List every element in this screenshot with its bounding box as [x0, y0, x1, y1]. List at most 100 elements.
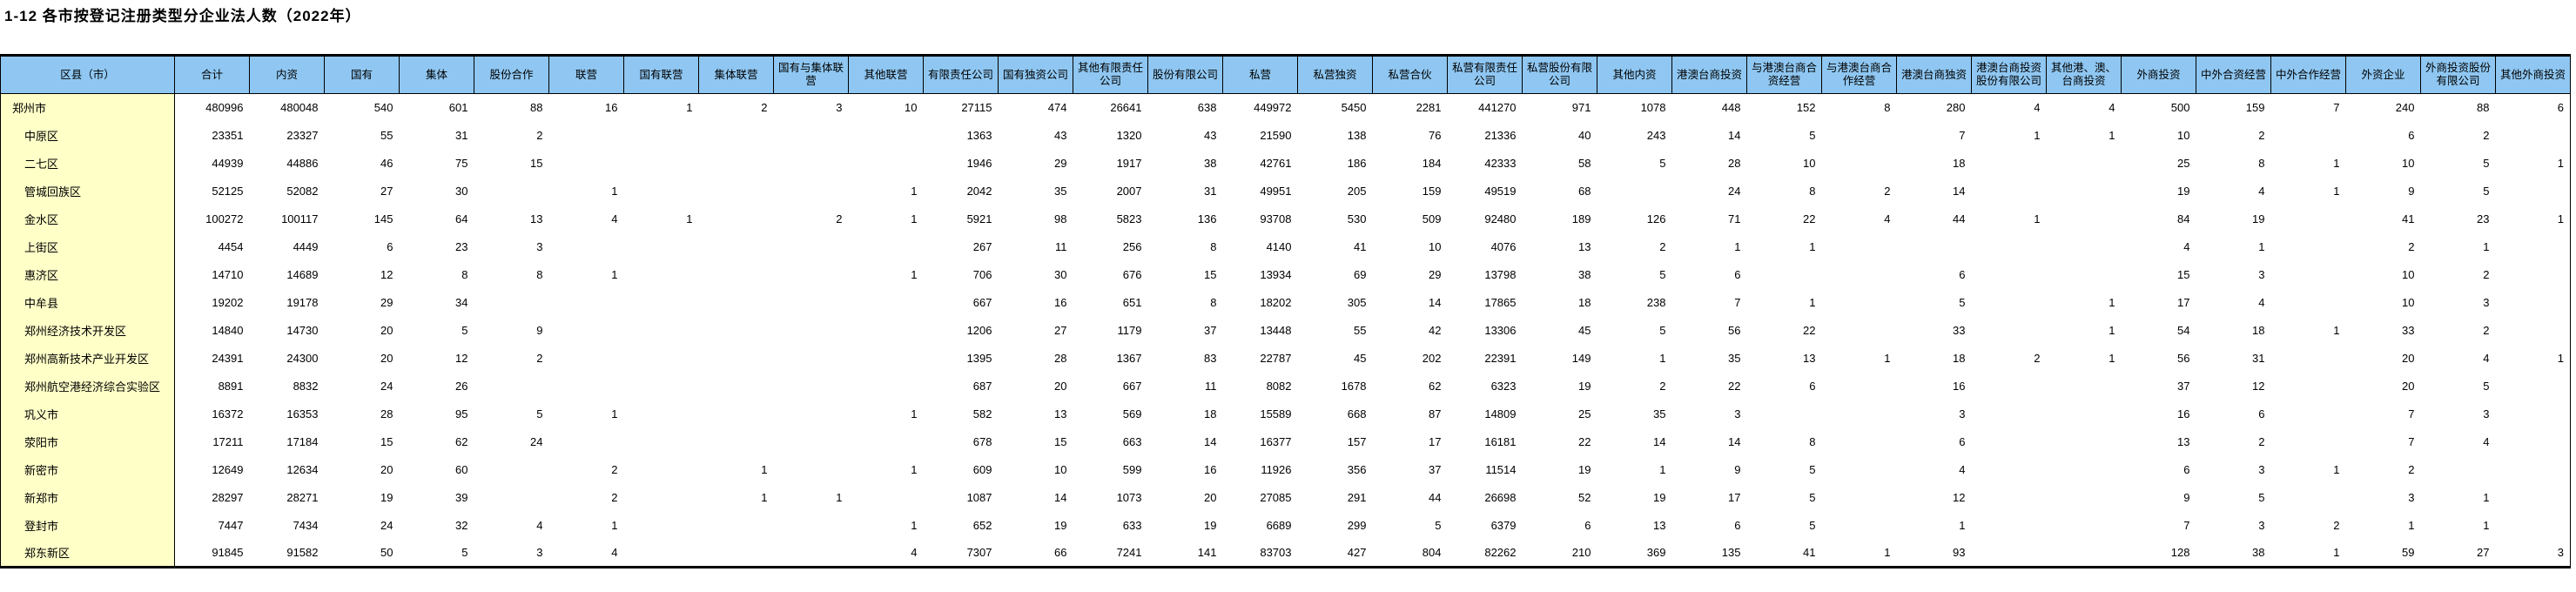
data-cell	[624, 400, 699, 428]
data-cell: 1	[2408, 519, 2415, 532]
page-title: 1-12 各市按登记注册类型分企业法人数（2022年）	[4, 8, 361, 24]
data-cell: 23	[455, 240, 468, 253]
data-cell: 14	[1728, 435, 1741, 448]
row-label: 金水区	[0, 205, 175, 233]
data-cell	[474, 178, 549, 205]
data-cell: 652	[972, 519, 992, 532]
data-cell: 13	[2177, 435, 2190, 448]
data-cell	[699, 205, 774, 233]
data-cell: 3	[2483, 296, 2490, 309]
data-cell	[774, 178, 849, 205]
data-cell: 12649	[212, 463, 244, 476]
data-cell: 21336	[1484, 129, 1517, 142]
data-cell: 18202	[1260, 296, 1292, 309]
data-cell: 7	[2183, 519, 2190, 532]
column-header: 港澳台商独资	[1896, 55, 1972, 94]
data-cell: 427	[1347, 546, 1367, 560]
data-cell: 474	[1047, 101, 1067, 115]
data-cell: 14	[1653, 435, 1666, 448]
data-cell: 152	[1796, 101, 1816, 115]
data-cell	[1822, 122, 1897, 150]
data-cell	[2496, 261, 2571, 289]
data-cell	[549, 317, 624, 345]
data-cell: 667	[1122, 380, 1142, 393]
data-cell: 5	[1959, 296, 1966, 309]
data-cell: 88	[2477, 101, 2490, 115]
data-cell: 145	[373, 212, 393, 225]
column-header: 与港澳台商合作经营	[1821, 55, 1897, 94]
data-cell: 42333	[1484, 157, 1517, 170]
data-cell	[1972, 540, 2047, 568]
data-cell: 1	[911, 407, 918, 420]
data-cell: 243	[1646, 129, 1666, 142]
data-cell: 7307	[966, 546, 992, 560]
data-cell: 7241	[1116, 546, 1142, 560]
data-cell: 1363	[966, 129, 992, 142]
data-cell: 40	[1578, 129, 1591, 142]
data-cell	[2496, 317, 2571, 345]
column-header: 有限责任公司	[923, 55, 999, 94]
column-header-region: 区县（市）	[0, 55, 175, 94]
data-cell: 3	[2557, 546, 2564, 560]
data-cell: 10	[2402, 296, 2415, 309]
data-cell	[2047, 205, 2122, 233]
data-cell: 14840	[212, 324, 244, 337]
data-cell: 42	[1429, 324, 1442, 337]
data-cell: 5	[1809, 463, 1816, 476]
data-cell: 41	[1354, 240, 1367, 253]
data-cell: 28	[1054, 352, 1067, 365]
data-cell	[2271, 373, 2346, 400]
data-cell	[2047, 428, 2122, 456]
data-cell	[624, 122, 699, 150]
data-cell	[1822, 289, 1897, 317]
data-cell	[699, 261, 774, 289]
data-cell: 5	[1435, 519, 1442, 532]
data-cell: 4	[2483, 352, 2490, 365]
data-cell: 238	[1646, 296, 1666, 309]
data-cell: 4	[2258, 296, 2265, 309]
data-cell: 601	[448, 101, 468, 115]
data-cell: 2	[611, 491, 618, 504]
data-cell: 205	[1347, 185, 1367, 198]
data-cell: 267	[972, 240, 992, 253]
data-cell: 2	[2258, 129, 2265, 142]
column-header: 国有联营	[623, 55, 699, 94]
data-cell	[2496, 233, 2571, 261]
data-cell: 7	[2408, 407, 2415, 420]
data-cell: 22391	[1484, 352, 1517, 365]
data-cell: 9	[2408, 185, 2415, 198]
column-header: 私营股份有限公司	[1522, 55, 1597, 94]
data-cell	[2271, 484, 2346, 512]
data-cell	[774, 150, 849, 178]
data-cell	[624, 178, 699, 205]
table-row: 郑州市 480996 480048 540 601 88 16 1 2 3 10 27115 474 26…	[0, 93, 2571, 122]
column-header: 私营	[1222, 55, 1298, 94]
data-cell: 22	[1803, 324, 1816, 337]
data-cell: 44	[1429, 491, 1442, 504]
data-cell: 8891	[218, 380, 244, 393]
data-cell	[1822, 484, 1897, 512]
data-cell: 7447	[218, 519, 244, 532]
data-cell: 3	[2258, 519, 2265, 532]
data-cell: 10	[1054, 463, 1067, 476]
data-cell: 41	[2402, 212, 2415, 225]
data-cell: 6379	[1490, 519, 1517, 532]
data-cell: 4	[2258, 185, 2265, 198]
data-cell: 2	[2258, 435, 2265, 448]
data-cell	[699, 428, 774, 456]
data-cell	[774, 428, 849, 456]
data-cell: 75	[455, 157, 468, 170]
data-cell: 5	[2483, 157, 2490, 170]
data-cell: 202	[1422, 352, 1442, 365]
data-cell: 4	[611, 546, 618, 560]
data-cell: 19	[380, 491, 393, 504]
data-cell: 6	[2258, 407, 2265, 420]
data-cell	[549, 150, 624, 178]
data-cell: 2281	[1416, 101, 1442, 115]
data-cell: 676	[1122, 268, 1142, 281]
data-cell: 45	[1578, 324, 1591, 337]
data-cell	[2271, 428, 2346, 456]
data-cell	[1822, 512, 1897, 540]
data-cell: 1	[2333, 324, 2340, 337]
data-cell: 27	[380, 185, 393, 198]
